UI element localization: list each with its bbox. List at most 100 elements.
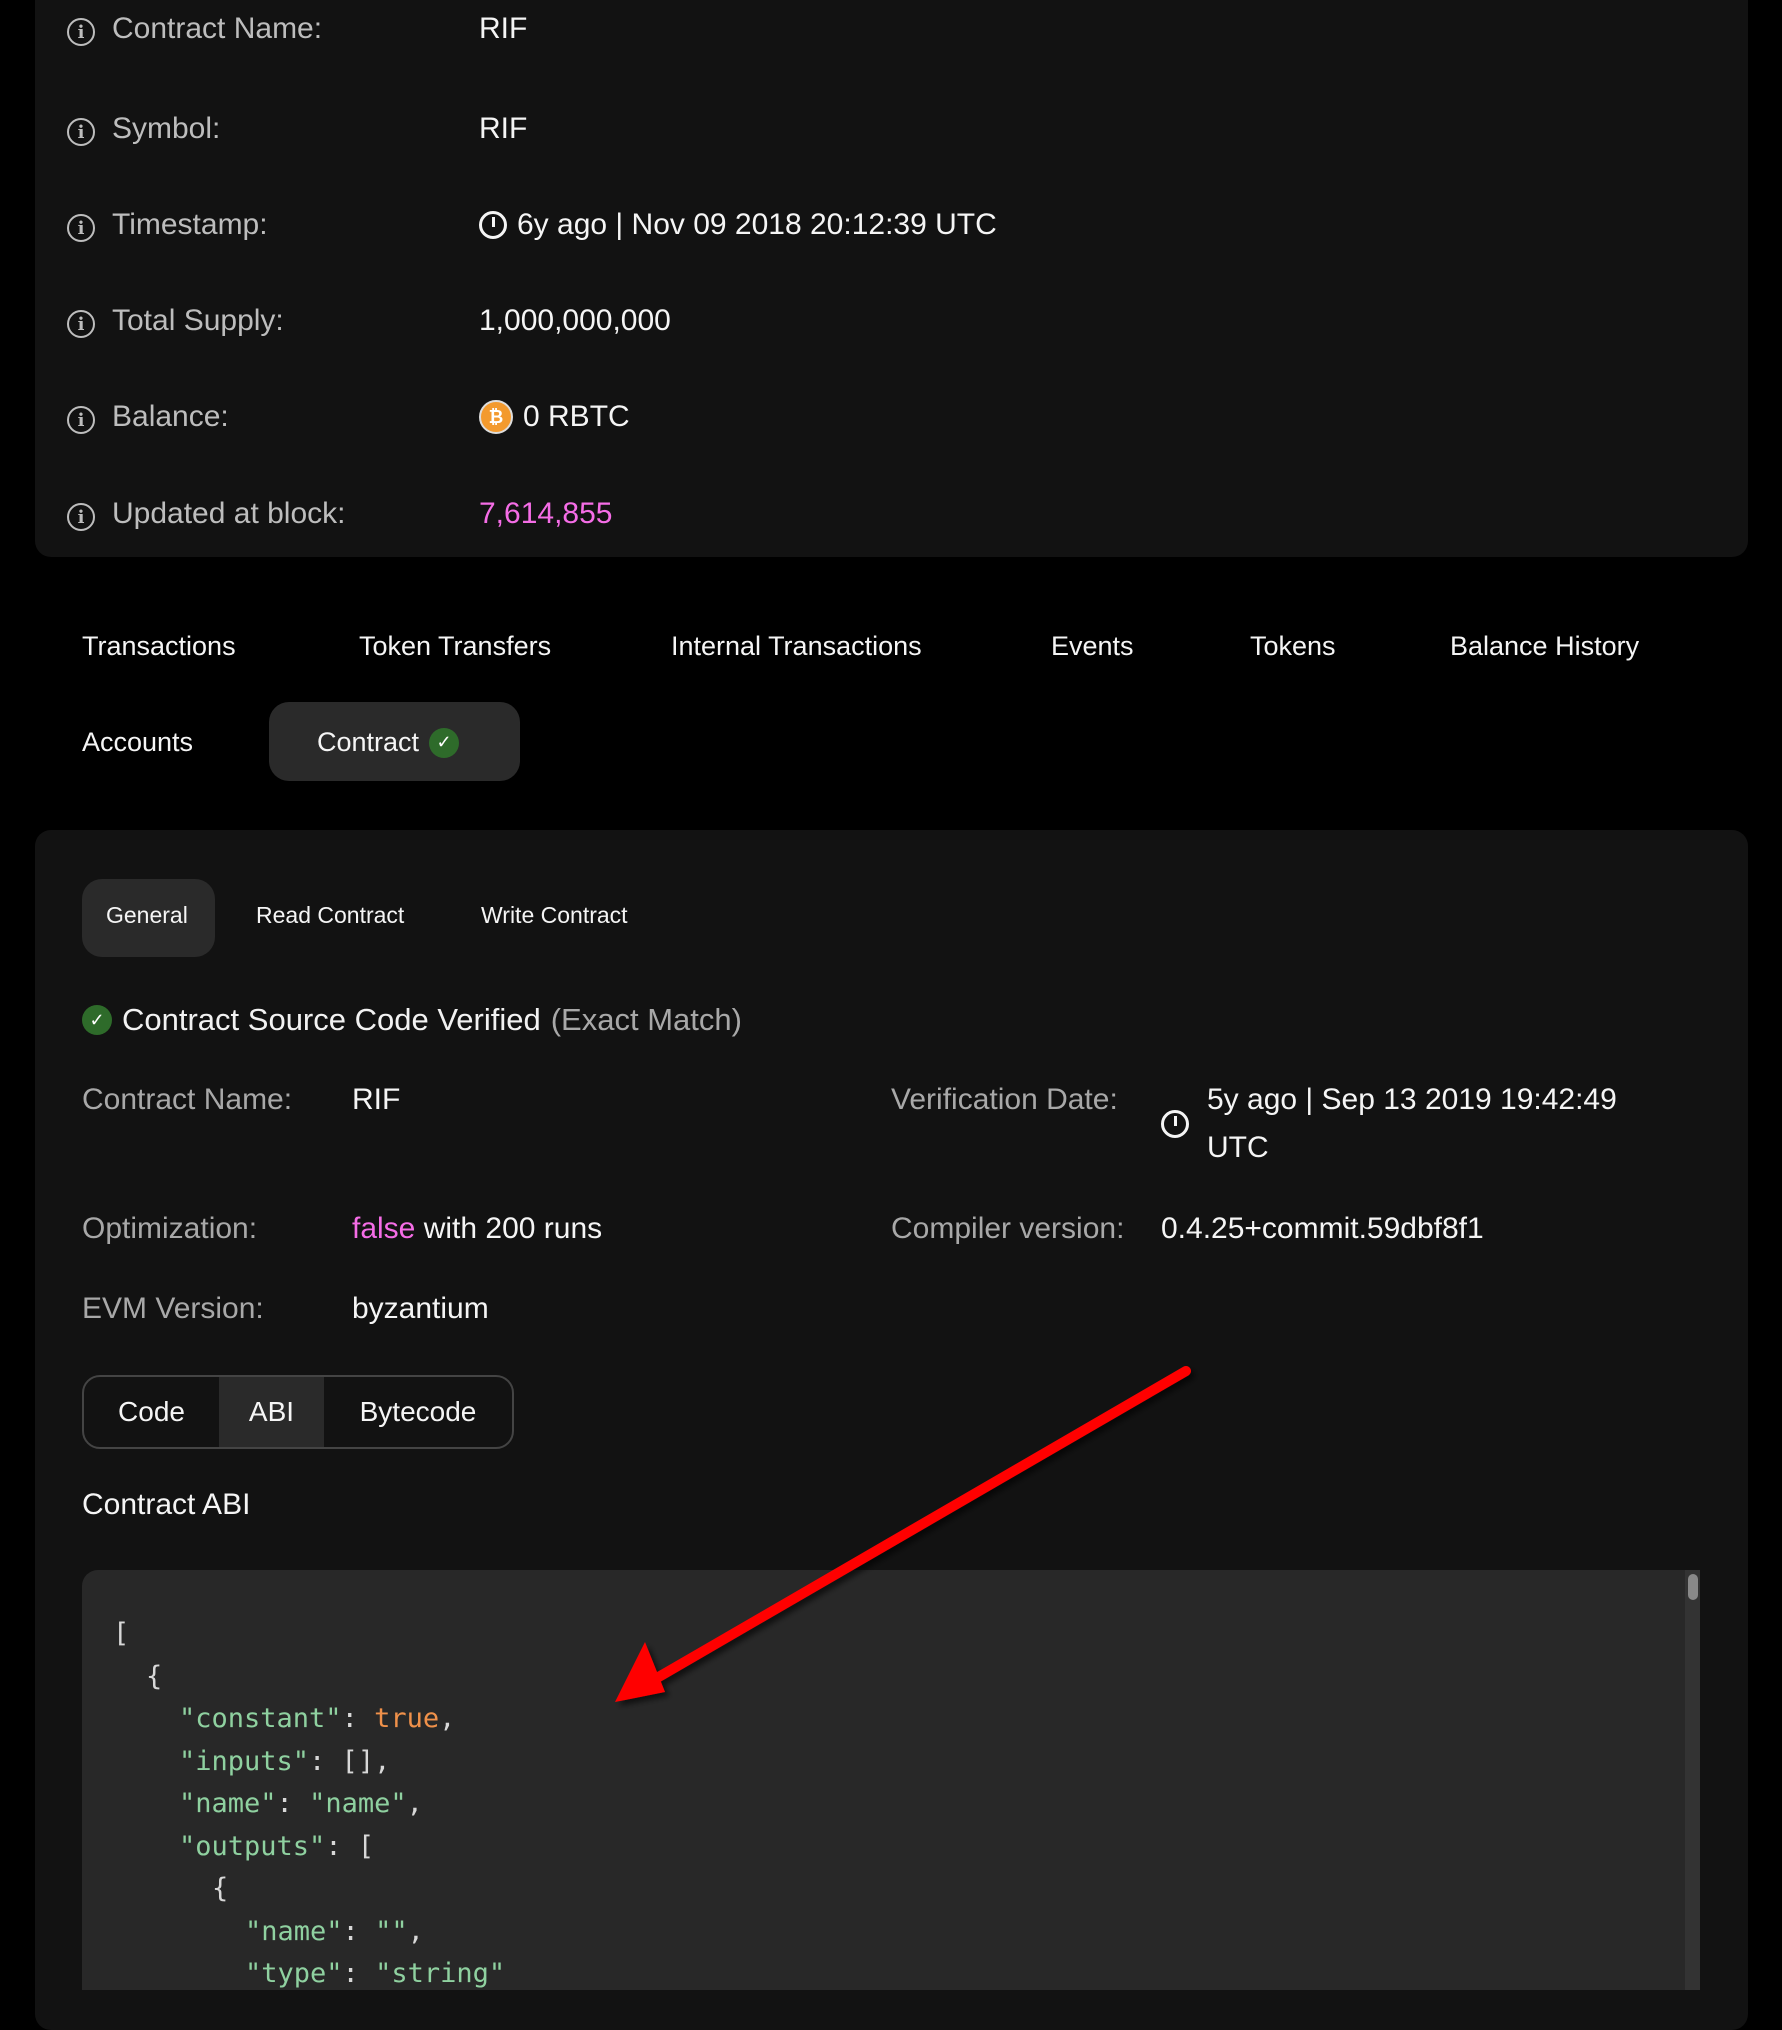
code-token: "name" — [245, 1915, 343, 1947]
code-token: "inputs" — [179, 1745, 310, 1777]
info-icon: i — [67, 118, 95, 146]
abi-title: Contract ABI — [82, 1488, 251, 1521]
compiler-label: Compiler version: — [891, 1212, 1125, 1245]
code-token: [ — [113, 1618, 130, 1649]
info-icon: i — [67, 18, 95, 46]
overview-label: Total Supply: — [112, 304, 284, 337]
tab-events[interactable]: Events — [1051, 631, 1134, 662]
code-token: : [ — [325, 1830, 375, 1862]
tab-label: Tokens — [1250, 631, 1336, 661]
code-tab-code[interactable]: Code — [118, 1396, 185, 1427]
overview-value: RIF — [479, 12, 527, 46]
subtab-write-contract[interactable]: Write Contract — [481, 902, 628, 928]
code-token: : — [341, 1703, 375, 1734]
code-line: "inputs": [], — [179, 1741, 390, 1783]
compiler-value: 0.4.25+commit.59dbf8f1 — [1161, 1212, 1484, 1245]
tab-label: Events — [1051, 631, 1134, 661]
overview-value-text: RIF — [479, 12, 528, 45]
code-tab-bytecode[interactable]: Bytecode — [359, 1396, 477, 1427]
code-token: : — [342, 1958, 376, 1989]
code-token: "type" — [245, 1958, 343, 1989]
tab-label: Accounts — [82, 727, 194, 757]
code-view-toggle: Code ABI Bytecode — [82, 1375, 514, 1449]
overview-value[interactable]: 7,614,855 — [479, 497, 612, 531]
overview-value-text: 1,000,000,000 — [479, 304, 671, 337]
code-token: : — [342, 1915, 376, 1947]
code-line: "outputs": [ — [179, 1826, 374, 1868]
clock-icon — [1161, 1110, 1189, 1138]
code-token: "name" — [309, 1788, 407, 1819]
overview-label: Symbol: — [112, 112, 221, 145]
optimization-value: false with 200 runs — [352, 1212, 602, 1246]
verification-date-value-cont: UTC — [1207, 1131, 1269, 1164]
info-icon: i — [67, 503, 95, 531]
code-tab-abi[interactable]: ABI — [219, 1377, 324, 1447]
info-icon: i — [67, 406, 95, 434]
tab-label: Contract — [317, 727, 420, 757]
tab-accounts[interactable]: Accounts — [82, 727, 193, 758]
overview-value-text: 6y ago | Nov 09 2018 20:12:39 UTC — [517, 208, 997, 241]
optimization-runs: with 200 runs — [423, 1212, 603, 1245]
clock-icon — [479, 211, 507, 239]
verified-match: (Exact Match) — [550, 1002, 742, 1037]
code-line: { — [212, 1868, 228, 1910]
info-icon: i — [67, 214, 95, 242]
code-token: { — [146, 1660, 163, 1692]
code-token: "constant" — [179, 1703, 342, 1734]
overview-value: 6y ago | Nov 09 2018 20:12:39 UTC — [479, 208, 997, 242]
tab-token-transfers[interactable]: Token Transfers — [359, 631, 551, 662]
code-token: , — [407, 1915, 424, 1947]
subtab-general-label: General — [106, 902, 188, 928]
code-token: "string" — [375, 1958, 506, 1989]
code-token: "outputs" — [179, 1830, 326, 1862]
evm-value: byzantium — [352, 1292, 489, 1325]
code-line: "name": "", — [245, 1911, 424, 1953]
verified-title: Contract Source Code Verified — [122, 1002, 541, 1037]
optimization-flag: false — [352, 1212, 416, 1245]
code-token: : — [276, 1788, 310, 1819]
tab-contract[interactable]: Contract ✓ — [317, 727, 460, 758]
code-token: : [], — [309, 1745, 391, 1777]
overview-value: 1,000,000,000 — [479, 304, 671, 338]
tab-balance-history[interactable]: Balance History — [1450, 631, 1639, 662]
contract-name-value: RIF — [352, 1083, 401, 1116]
subtab-general[interactable] — [82, 879, 215, 957]
verification-date-value: 5y ago | Sep 13 2019 19:42:49 — [1207, 1083, 1617, 1116]
contract-name-label: Contract Name: — [82, 1083, 293, 1116]
code-line: "constant": true, — [179, 1698, 455, 1740]
rbtc-coin-icon: ₿ — [479, 400, 513, 434]
red-arrow-annotation — [615, 1366, 1191, 1702]
optimization-label: Optimization: — [82, 1212, 258, 1245]
verified-check-icon: ✓ — [82, 1005, 112, 1035]
overview-label: Updated at block: — [112, 497, 346, 530]
overview-value-text: 7,614,855 — [479, 497, 613, 530]
evm-label: EVM Version: — [82, 1292, 264, 1325]
code-line: "name": "name", — [179, 1783, 423, 1825]
overview-value: ₿ 0 RBTC — [479, 400, 630, 434]
verified-heading: ✓ Contract Source Code Verified (Exact M… — [82, 1002, 742, 1038]
scrollbar-thumb[interactable] — [1688, 1574, 1698, 1600]
code-line: [ — [113, 1613, 129, 1655]
subtab-read-contract[interactable]: Read Contract — [256, 902, 405, 928]
tab-tokens[interactable]: Tokens — [1250, 631, 1336, 662]
overview-value-text: 0 RBTC — [523, 400, 630, 433]
code-token: { — [212, 1873, 229, 1904]
overview-value-text: RIF — [479, 112, 528, 145]
verification-date-label: Verification Date: — [891, 1083, 1118, 1116]
overview-label: Contract Name: — [112, 12, 323, 45]
tab-internal-transactions[interactable]: Internal Transactions — [671, 631, 922, 662]
tab-label: Balance History — [1450, 631, 1640, 661]
tab-label: Internal Transactions — [671, 631, 922, 661]
scrollbar[interactable] — [1685, 1570, 1700, 1990]
overview-label: Timestamp: — [112, 208, 268, 241]
overview-label: Balance: — [112, 400, 229, 433]
code-token: "" — [375, 1915, 408, 1947]
code-token: , — [439, 1703, 456, 1734]
code-token: , — [406, 1788, 423, 1819]
code-token: true — [374, 1703, 440, 1734]
tab-contract-active-bg[interactable] — [269, 702, 520, 781]
tab-transactions[interactable]: Transactions — [82, 631, 236, 662]
token-overview-card — [35, 0, 1748, 557]
tab-label: Transactions — [82, 631, 236, 661]
tab-label: Token Transfers — [359, 631, 552, 661]
